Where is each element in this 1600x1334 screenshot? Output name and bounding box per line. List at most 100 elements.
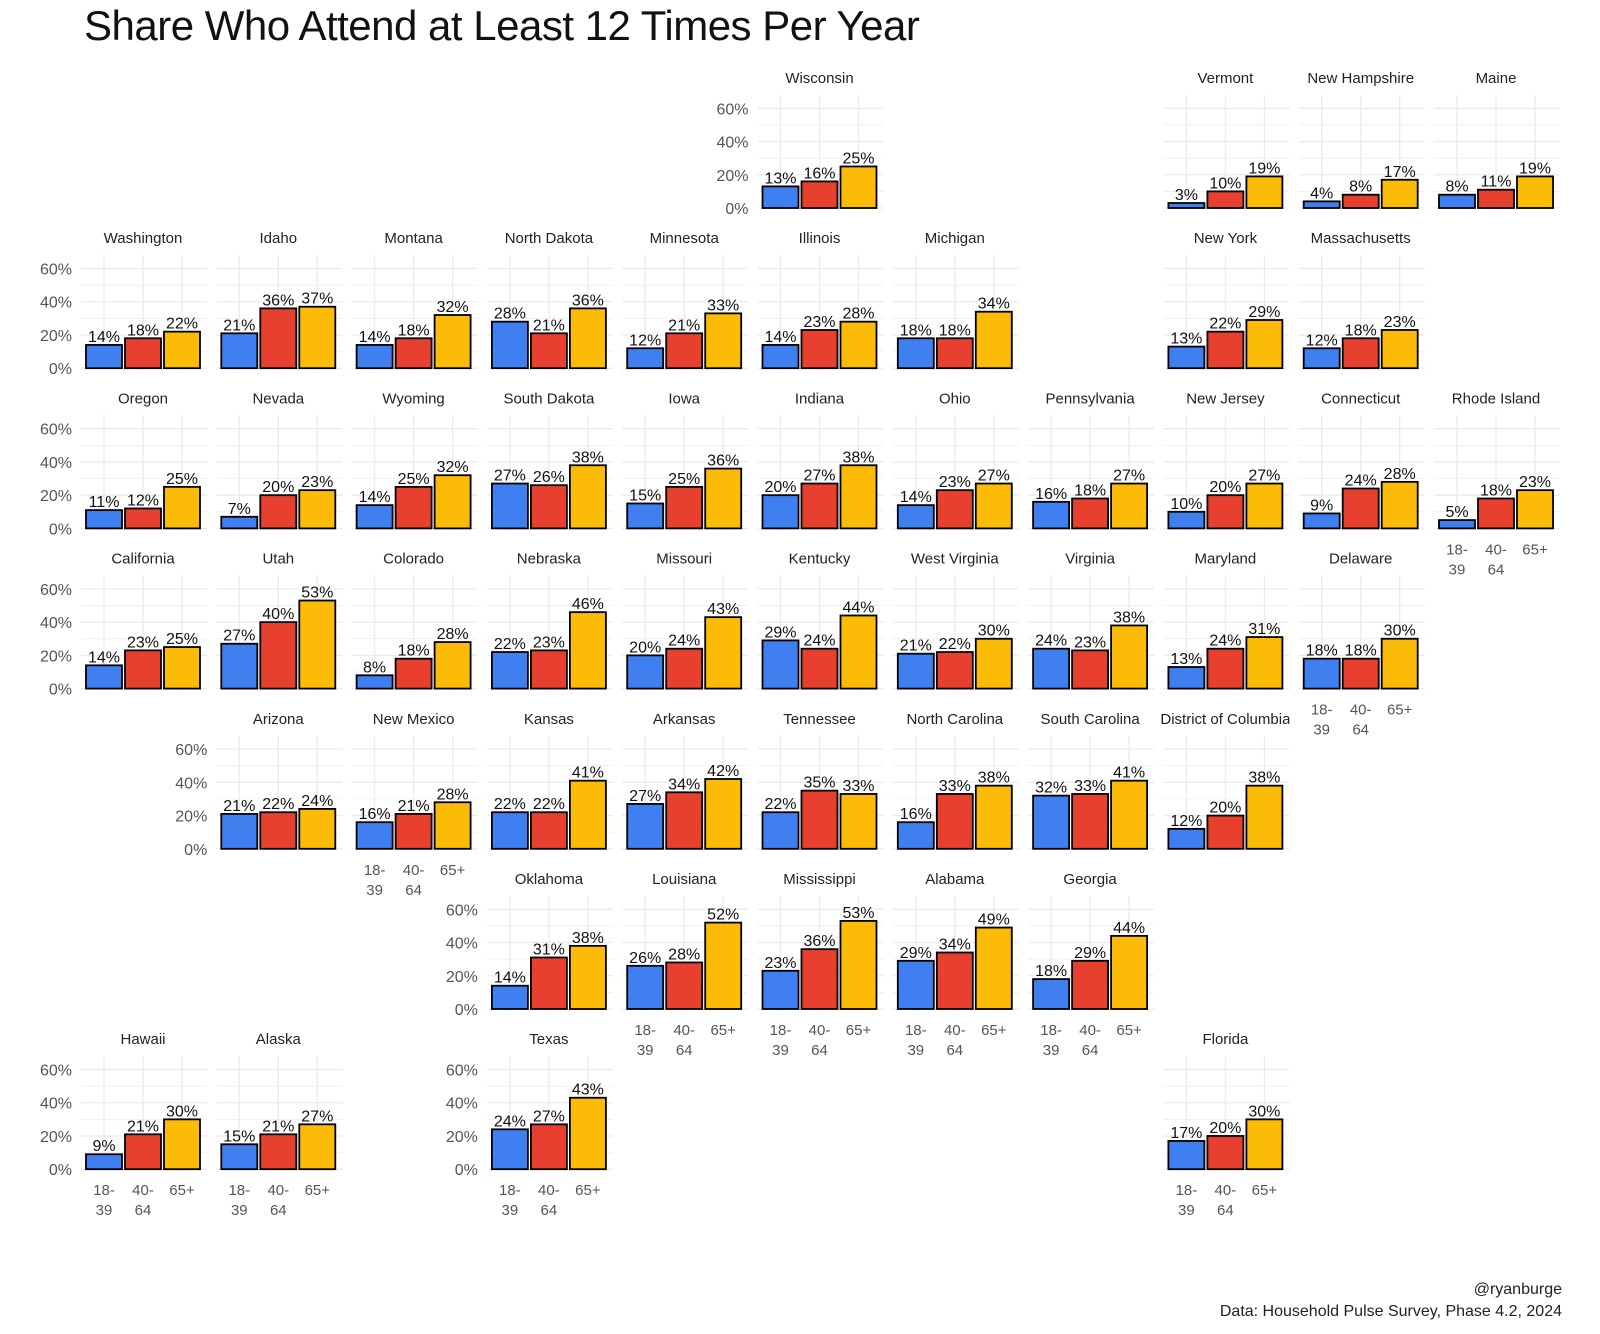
bar-south-dakota-40-64 [530,484,568,530]
x-tick-label: 65+ [846,1022,872,1039]
panel-colorado: Colorado 8% 18% 28% [351,551,478,691]
x-tick-label: 18- [1176,1182,1198,1199]
value-label: 21% [262,1118,294,1135]
bar-missouri-18-39 [626,654,665,690]
bar-georgia-40-64 [1071,959,1109,1010]
y-tick-label: 0% [49,682,72,699]
bar-colorado-65 [433,641,472,690]
bar-north-carolina-18-39 [896,821,935,850]
x-tick-label: 64 [541,1202,558,1219]
y-tick-label: 40% [175,775,207,792]
y-tick-label: 60% [175,742,207,759]
bar-hawaii-18-39 [85,1153,123,1171]
panel-virginia: Virginia 24% 23% 38% [1028,551,1155,691]
panel-district-of-columbia: District of Columbia 12% 20% 38% [1160,711,1290,851]
value-label: 33% [939,778,971,795]
bar-alaska-65 [298,1123,337,1171]
x-tick-label: 64 [1217,1202,1234,1219]
value-label: 12% [629,332,661,349]
panel-nevada: Nevada 7% 20% 23% [216,390,343,531]
panel-kentucky: Kentucky 29% 24% 44% [757,551,884,691]
value-label: 18% [1345,322,1377,339]
value-label: 17% [1170,1125,1202,1142]
bar-utah-18-39 [220,642,259,690]
value-label: 21% [533,317,565,334]
bar-nevada-18-39 [220,515,259,530]
value-label: 27% [533,1108,565,1125]
value-label: 18% [939,322,971,339]
panel-title-oregon: Oregon [118,390,168,407]
value-label: 28% [668,946,700,963]
value-label: 20% [1209,1120,1241,1137]
bar-kentucky-65 [839,614,878,690]
bar-florida-40-64 [1206,1135,1245,1171]
value-label: 31% [1248,621,1280,638]
value-label: 21% [127,1118,159,1135]
bar-alabama-40-64 [935,951,974,1010]
panel-title-washington: Washington [104,230,183,247]
bar-nebraska-40-64 [530,649,568,690]
value-label: 38% [1113,609,1145,626]
bar-wyoming-18-39 [355,504,394,530]
value-label: 12% [1306,332,1338,349]
bar-oklahoma-18-39 [490,984,529,1010]
bar-new-jersey-40-64 [1206,494,1245,530]
bar-arizona-40-64 [259,811,298,850]
bar-arizona-18-39 [220,813,259,850]
bar-virginia-65 [1110,624,1148,690]
bar-rhode-island-65 [1516,489,1554,530]
x-tick-label: 39 [1043,1042,1060,1059]
bar-ohio-40-64 [935,489,974,530]
x-tick-label: 64 [405,882,422,899]
bar-indiana-18-39 [761,494,800,530]
value-label: 14% [88,329,120,346]
value-label: 9% [1310,497,1333,514]
panel-arizona: Arizona 21% 22% 24% 0% 20% 40% 60% [175,711,343,859]
value-label: 32% [437,459,469,476]
x-tick-label: 39 [502,1202,519,1219]
value-label: 30% [1384,623,1416,640]
value-label: 23% [764,955,796,972]
panel-title-new-mexico: New Mexico [373,711,455,728]
bar-texas-18-39 [490,1128,529,1171]
value-label: 25% [668,471,700,488]
bar-kansas-40-64 [530,811,568,850]
x-tick-label: 18- [634,1022,656,1039]
value-label: 16% [1035,486,1067,503]
value-label: 20% [1209,479,1241,496]
panel-montana: Montana 14% 18% 32% [351,230,478,371]
bar-california-65 [163,646,201,690]
panel-florida: Florida 17% 20% 30% 18- 39 40- 64 65+ [1163,1031,1290,1219]
panel-title-florida: Florida [1202,1031,1249,1048]
bar-indiana-40-64 [800,482,839,530]
value-label: 38% [978,770,1010,787]
chart-title: Share Who Attend at Least 12 Times Per Y… [84,2,920,49]
bar-ohio-65 [974,482,1013,530]
value-label: 8% [1445,179,1468,196]
value-label: 26% [629,950,661,967]
value-label: 25% [166,471,198,488]
bar-georgia-65 [1110,934,1148,1010]
panel-title-kentucky: Kentucky [789,551,851,568]
panel-maine: Maine 8% 11% 19% [1434,70,1560,210]
x-tick-label: 64 [676,1042,693,1059]
y-tick-label: 20% [40,648,72,665]
bar-south-dakota-18-39 [490,482,529,530]
value-label: 26% [533,469,565,486]
y-tick-label: 0% [49,1162,72,1179]
bar-florida-65 [1245,1118,1284,1171]
value-label: 18% [1074,482,1106,499]
bar-montana-40-64 [394,337,433,370]
panel-new-hampshire: New Hampshire 4% 8% 17% [1298,70,1425,210]
value-label: 24% [668,633,700,650]
value-label: 37% [301,291,333,308]
bar-wyoming-40-64 [394,485,433,530]
x-tick-label: 65+ [981,1022,1007,1039]
value-label: 28% [842,306,874,323]
value-label: 33% [842,778,874,795]
value-label: 23% [1384,314,1416,331]
bar-maine-65 [1516,175,1554,209]
x-tick-label: 65+ [710,1022,736,1039]
bar-louisiana-40-64 [665,961,704,1010]
value-label: 52% [707,907,739,924]
